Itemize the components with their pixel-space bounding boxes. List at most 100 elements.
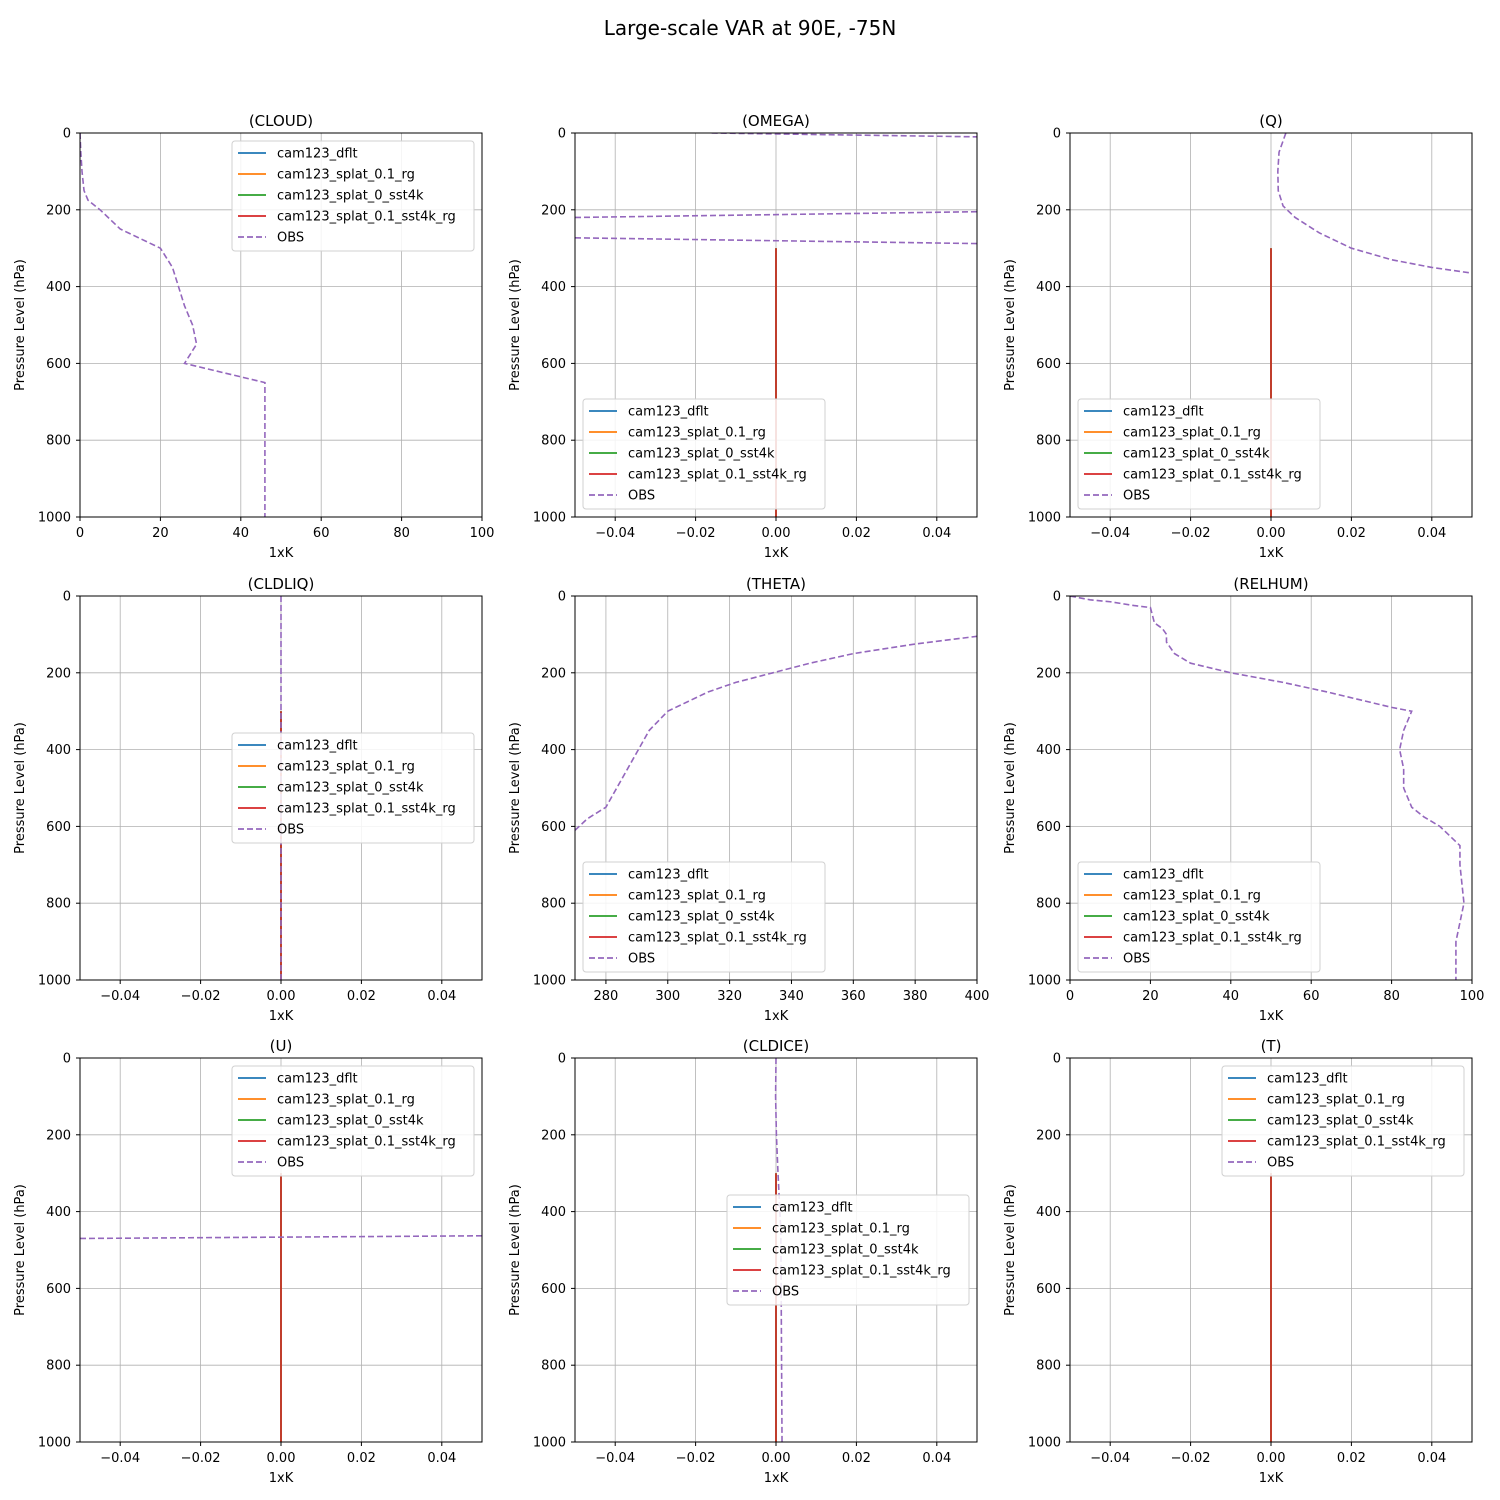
x-tick-label: 0.04 <box>1417 526 1446 541</box>
legend-label: cam123_splat_0.1_rg <box>628 889 766 904</box>
series-line-obs <box>80 1234 482 1240</box>
y-tick-label: 800 <box>1036 897 1061 912</box>
x-tick-label: 320 <box>717 989 742 1004</box>
x-tick-label: −0.04 <box>1090 1451 1130 1466</box>
legend: cam123_dflt cam123_splat_0.1_rg cam123_spl… <box>1221 1065 1465 1177</box>
legend-box <box>582 861 826 973</box>
x-tick-label: 0.00 <box>762 1451 791 1466</box>
legend-label: cam123_dflt <box>772 1201 853 1216</box>
x-axis-label: 1xK <box>764 546 789 561</box>
subplot-7: −0.04 −0.02 0.00 0.02 0.04 0 200 400 600 800 1000 (… <box>13 1037 483 1486</box>
x-tick-label: −0.04 <box>595 1451 635 1466</box>
series-group <box>80 133 266 517</box>
x-tick-label: 20 <box>1142 989 1159 1004</box>
y-tick-label: 800 <box>46 897 71 912</box>
x-tick-label: −0.02 <box>1171 526 1211 541</box>
x-tick-label: −0.02 <box>181 1451 221 1466</box>
legend-label: cam123_splat_0.1_rg <box>1123 426 1261 441</box>
y-tick-label: 200 <box>46 1128 71 1143</box>
legend-label: OBS <box>1123 489 1150 504</box>
legend: cam123_dflt cam123_splat_0.1_rg cam123_spl… <box>231 732 475 844</box>
subplot-title: (OMEGA) <box>742 112 810 130</box>
x-tick-label: 0.04 <box>922 1451 951 1466</box>
x-axis-label: 1xK <box>1259 1009 1284 1024</box>
legend-label: cam123_splat_0.1_rg <box>277 760 415 775</box>
y-axis-label: Pressure Level (hPa) <box>1003 259 1018 391</box>
x-tick-label: 60 <box>313 526 330 541</box>
legend-label: cam123_splat_0_sst4k <box>1267 1114 1414 1129</box>
legend-label: cam123_splat_0.1_rg <box>1267 1093 1405 1108</box>
legend-box <box>231 732 475 844</box>
legend-label: cam123_splat_0_sst4k <box>277 1114 424 1129</box>
y-tick-label: 0 <box>63 590 71 605</box>
x-tick-label: 0.02 <box>842 1451 871 1466</box>
x-tick-label: 400 <box>965 989 990 1004</box>
subplot-2: −0.04 −0.02 0.00 0.02 0.04 0 200 400 600 800 1000 (… <box>508 112 978 561</box>
y-axis-label: Pressure Level (hPa) <box>13 1184 28 1316</box>
legend-label: cam123_splat_0.1_rg <box>277 1093 415 1108</box>
legend: cam123_dflt cam123_splat_0.1_rg cam123_spl… <box>582 861 826 973</box>
y-tick-label: 600 <box>46 357 71 372</box>
y-tick-label: 1000 <box>38 511 71 526</box>
legend-label: OBS <box>628 489 655 504</box>
series-group <box>575 635 977 831</box>
x-axis-label: 1xK <box>269 1009 294 1024</box>
y-tick-label: 800 <box>46 1359 71 1374</box>
axes-frame <box>79 132 483 518</box>
y-tick-label: 600 <box>541 820 566 835</box>
legend-label: cam123_splat_0_sst4k <box>277 189 424 204</box>
legend-label: cam123_splat_0_sst4k <box>1123 447 1270 462</box>
y-tick-label: 400 <box>46 280 71 295</box>
y-tick-label: 1000 <box>533 511 566 526</box>
legend-label: cam123_splat_0.1_sst4k_rg <box>628 931 807 946</box>
x-tick-label: 20 <box>152 526 169 541</box>
y-axis-label: Pressure Level (hPa) <box>13 259 28 391</box>
legend-label: cam123_dflt <box>277 147 358 162</box>
subplot-title: (Q) <box>1259 112 1283 130</box>
legend-box <box>582 398 826 510</box>
y-tick-label: 0 <box>63 127 71 142</box>
legend-label: cam123_splat_0.1_sst4k_rg <box>277 210 456 225</box>
x-tick-label: 340 <box>779 989 804 1004</box>
x-axis-label: 1xK <box>764 1471 789 1486</box>
x-tick-label: 300 <box>655 989 680 1004</box>
y-tick-label: 400 <box>46 1205 71 1220</box>
y-tick-label: 0 <box>1053 1052 1061 1067</box>
y-tick-label: 200 <box>46 203 71 218</box>
y-tick-label: 600 <box>1036 357 1061 372</box>
y-tick-label: 1000 <box>1028 1436 1061 1451</box>
y-tick-label: 600 <box>46 1282 71 1297</box>
legend-label: OBS <box>628 952 655 967</box>
subplot-3: −0.04 −0.02 0.00 0.02 0.04 0 200 400 600 800 1000 (… <box>1003 112 1473 561</box>
y-tick-label: 200 <box>1036 1128 1061 1143</box>
y-tick-label: 800 <box>541 1359 566 1374</box>
legend-label: cam123_splat_0.1_rg <box>628 426 766 441</box>
legend-label: cam123_splat_0_sst4k <box>772 1243 919 1258</box>
x-tick-label: 0.00 <box>267 989 296 1004</box>
x-tick-label: 80 <box>393 526 410 541</box>
x-tick-label: 40 <box>233 526 250 541</box>
legend-label: OBS <box>1123 952 1150 967</box>
legend-label: cam123_splat_0_sst4k <box>277 781 424 796</box>
legend-label: cam123_splat_0.1_sst4k_rg <box>1123 931 1302 946</box>
y-tick-label: 200 <box>541 666 566 681</box>
x-tick-label: 280 <box>594 989 619 1004</box>
legend-label: cam123_splat_0_sst4k <box>628 910 775 925</box>
y-tick-label: 0 <box>558 590 566 605</box>
y-tick-label: 800 <box>541 897 566 912</box>
y-axis-label: Pressure Level (hPa) <box>1003 1184 1018 1316</box>
legend-label: cam123_dflt <box>628 868 709 883</box>
legend-label: cam123_dflt <box>1123 868 1204 883</box>
legend-label: cam123_splat_0.1_sst4k_rg <box>628 468 807 483</box>
y-tick-label: 1000 <box>1028 511 1061 526</box>
y-tick-label: 0 <box>63 1052 71 1067</box>
y-tick-label: 0 <box>558 1052 566 1067</box>
legend-box <box>1077 398 1321 510</box>
y-axis-label: Pressure Level (hPa) <box>13 722 28 854</box>
legend-label: cam123_splat_0.1_sst4k_rg <box>1267 1135 1446 1150</box>
subplot-5: 280 300 320 340 360 380 400 0 200 400 600 800 1000 (T… <box>508 575 989 1024</box>
x-tick-label: 0.04 <box>427 1451 456 1466</box>
y-tick-label: 1000 <box>533 1436 566 1451</box>
x-tick-label: 100 <box>470 526 495 541</box>
y-tick-label: 200 <box>1036 203 1061 218</box>
